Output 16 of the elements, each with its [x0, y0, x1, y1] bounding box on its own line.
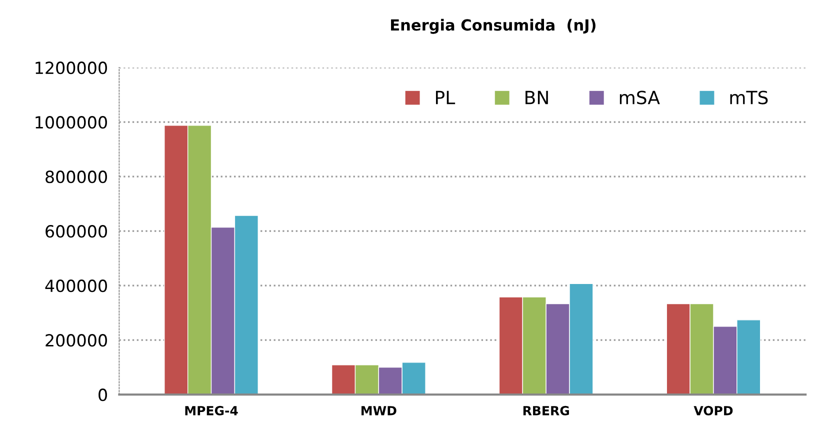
legend-label: PL	[436, 90, 456, 104]
y-tick-label: 1200000	[36, 62, 107, 74]
y-tick-label: 800000	[46, 170, 107, 184]
x-tick-label: MWD	[362, 406, 396, 416]
x-tick-label: VOPD	[694, 406, 733, 416]
y-tick-label: 200000	[46, 334, 107, 347]
y-tick-label: 0	[98, 388, 107, 402]
x-tick-label: MPEG-4	[185, 406, 238, 416]
y-tick-label: 1000000	[36, 116, 107, 129]
x-tick-label: RBERG	[523, 406, 569, 416]
y-tick-label: 400000	[45, 280, 107, 292]
legend-label: mTS	[730, 90, 768, 104]
legend-label: BN	[526, 90, 548, 104]
chart-title: Energia Consumida (nJ)	[391, 18, 596, 34]
legend-label: mSA	[620, 90, 660, 104]
y-tick-label: 600000	[46, 225, 107, 238]
